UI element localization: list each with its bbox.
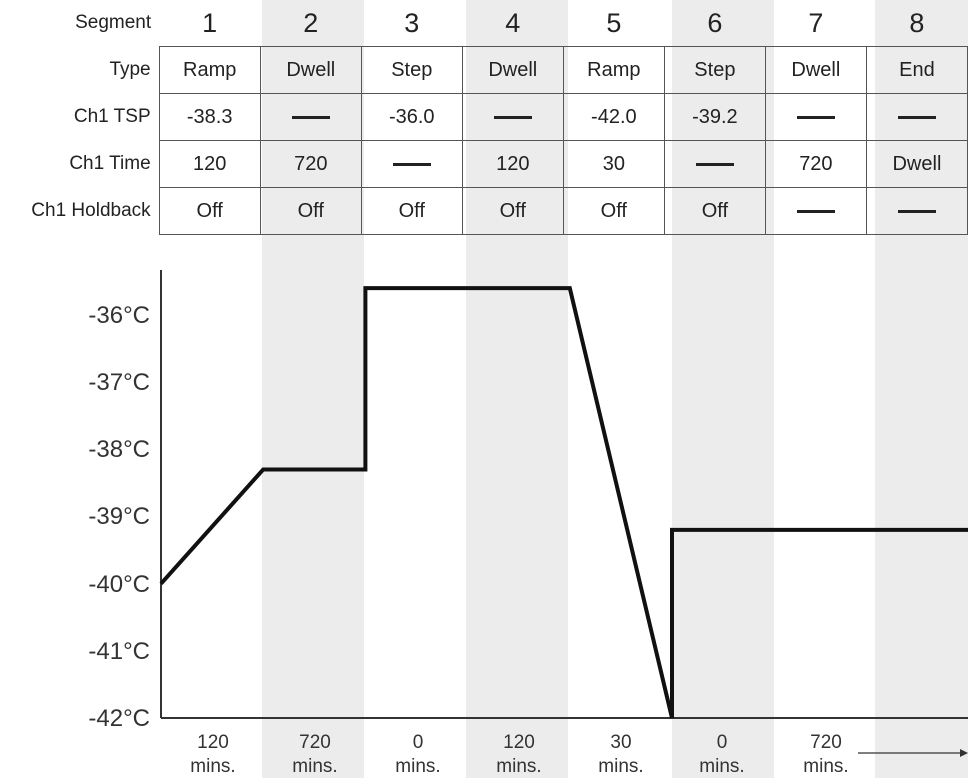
duration-value: 120 bbox=[503, 732, 535, 753]
y-tick-label: -38°C bbox=[88, 436, 150, 463]
row-label: Ch1 TSP bbox=[73, 106, 151, 127]
segment-number: 2 bbox=[303, 7, 319, 38]
table-cell bbox=[865, 187, 968, 235]
table-cell: 720 bbox=[259, 140, 362, 188]
table-cell: Dwell bbox=[259, 46, 362, 94]
table-cell bbox=[259, 93, 362, 141]
empty-value-dash bbox=[796, 115, 835, 119]
table-cell bbox=[461, 93, 564, 141]
segment-number: 1 bbox=[202, 7, 218, 38]
segment-header-row: Segment 1 2 3 4 5 6 7 8 bbox=[0, 0, 968, 47]
continuation-arrowhead bbox=[960, 749, 968, 757]
tsp-row: Ch1 TSP -38.3 -36.0 -42.0 -39.2 bbox=[0, 93, 968, 141]
y-tick-label: -41°C bbox=[88, 638, 150, 665]
time-row: Ch1 Time 120 720 120 30 720 Dwell bbox=[0, 140, 968, 188]
type-row: Type Ramp Dwell Step Dwell Ramp Step Dwe… bbox=[0, 46, 968, 94]
y-tick-label: -39°C bbox=[88, 503, 150, 530]
table-cell: 120 bbox=[461, 140, 564, 188]
duration-value: 120 bbox=[197, 732, 229, 753]
duration-unit: mins. bbox=[598, 756, 643, 777]
duration-unit: mins. bbox=[292, 756, 337, 777]
segment-header-label: Segment bbox=[75, 12, 152, 34]
duration-value: 30 bbox=[610, 732, 631, 753]
y-tick-label: -36°C bbox=[88, 302, 150, 329]
table-cell: Off bbox=[461, 187, 564, 235]
program-table: Segment 1 2 3 4 5 6 7 8 Type Ramp Dwell … bbox=[0, 0, 968, 235]
row-label: Type bbox=[109, 59, 151, 80]
table-cell: Step bbox=[360, 46, 463, 94]
duration-unit: mins. bbox=[699, 756, 744, 777]
x-duration-labels: 120 mins. 720 mins. 0 mins. 120 mins. 30… bbox=[190, 732, 848, 777]
table-cell: Dwell bbox=[865, 140, 968, 188]
table-cell: Ramp bbox=[562, 46, 665, 94]
empty-value-dash bbox=[291, 115, 330, 119]
duration-unit: mins. bbox=[395, 756, 440, 777]
table-cell: Off bbox=[158, 187, 261, 235]
duration-unit: mins. bbox=[190, 756, 235, 777]
table-cell: Off bbox=[360, 187, 463, 235]
y-tick-label: -40°C bbox=[88, 571, 150, 598]
duration-value: 0 bbox=[413, 732, 424, 753]
table-cell bbox=[764, 187, 867, 235]
segment-number: 4 bbox=[505, 7, 521, 38]
segment-number: 7 bbox=[808, 7, 824, 38]
table-cell: -36.0 bbox=[360, 93, 463, 141]
table-cell: Off bbox=[562, 187, 665, 235]
duration-value: 720 bbox=[810, 732, 842, 753]
table-cell: 720 bbox=[764, 140, 867, 188]
duration-value: 0 bbox=[717, 732, 728, 753]
table-cell: End bbox=[865, 46, 968, 94]
table-cell: -38.3 bbox=[158, 93, 261, 141]
empty-value-dash bbox=[897, 209, 936, 213]
empty-value-dash bbox=[897, 115, 936, 119]
y-tick-label: -42°C bbox=[88, 705, 150, 732]
holdback-row: Ch1 Holdback Off Off Off Off Off Off bbox=[0, 187, 968, 235]
table-cell: Dwell bbox=[764, 46, 867, 94]
segment-number: 6 bbox=[707, 7, 723, 38]
table-cell bbox=[360, 140, 463, 188]
duration-unit: mins. bbox=[496, 756, 541, 777]
segment-number: 5 bbox=[606, 7, 622, 38]
table-cell: Ramp bbox=[158, 46, 261, 94]
row-label: Ch1 Holdback bbox=[31, 200, 151, 221]
table-cell: Off bbox=[259, 187, 362, 235]
empty-value-dash bbox=[796, 209, 835, 213]
row-label: Ch1 Time bbox=[69, 153, 151, 174]
table-cell bbox=[663, 140, 766, 188]
y-tick-labels: -36°C -37°C -38°C -39°C -40°C -41°C -42°… bbox=[88, 302, 150, 732]
duration-value: 720 bbox=[299, 732, 331, 753]
duration-unit: mins. bbox=[803, 756, 848, 777]
table-cell: Off bbox=[663, 187, 766, 235]
table-cell: -39.2 bbox=[663, 93, 766, 141]
empty-value-dash bbox=[695, 162, 734, 166]
segment-number: 8 bbox=[909, 7, 925, 38]
temperature-profile-line bbox=[159, 286, 968, 719]
segment-number: 3 bbox=[404, 7, 420, 38]
y-tick-label: -37°C bbox=[88, 369, 150, 396]
empty-value-dash bbox=[493, 115, 532, 119]
empty-value-dash bbox=[392, 162, 431, 166]
